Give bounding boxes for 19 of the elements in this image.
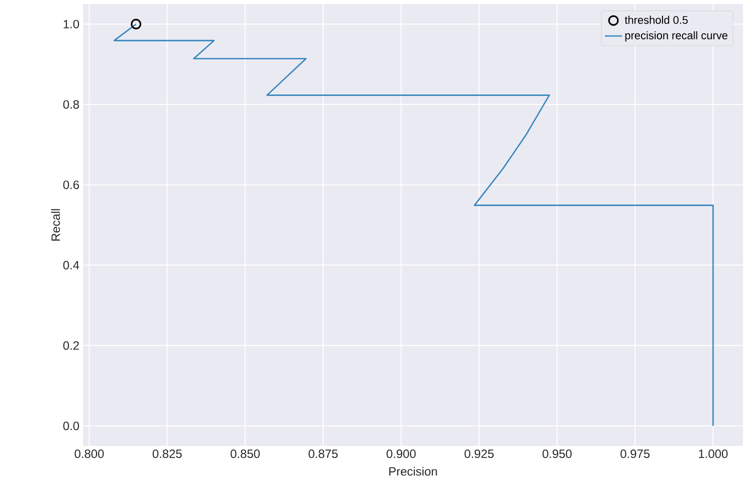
y-tick-label: 0.0 [63,422,80,430]
y-tick-label: 0.8 [63,100,79,109]
y-tick-label: 0.4 [63,260,80,270]
x-tick-label: 0.825 [152,450,182,458]
x-tick-label: 1.000 [698,450,728,458]
x-tick-label: 0.975 [620,450,650,458]
x-tick-label: 0.925 [464,450,494,458]
x-axis-title: Precision [389,466,437,476]
y-tick-label: 0.2 [63,341,79,350]
y-tick-label: 1.0 [64,20,80,28]
legend-label: precision recall curve [625,31,728,42]
y-axis-title: Recall [51,209,60,241]
x-tick-label: 0.875 [308,450,338,458]
y-tick-label: 0.6 [63,180,79,190]
x-tick-label: 0.950 [542,450,572,458]
legend-label: threshold 0.5 [624,16,688,24]
x-tick-label: 0.800 [74,450,104,458]
x-tick-label: 0.850 [230,450,260,458]
x-tick-label: 0.900 [386,450,416,458]
